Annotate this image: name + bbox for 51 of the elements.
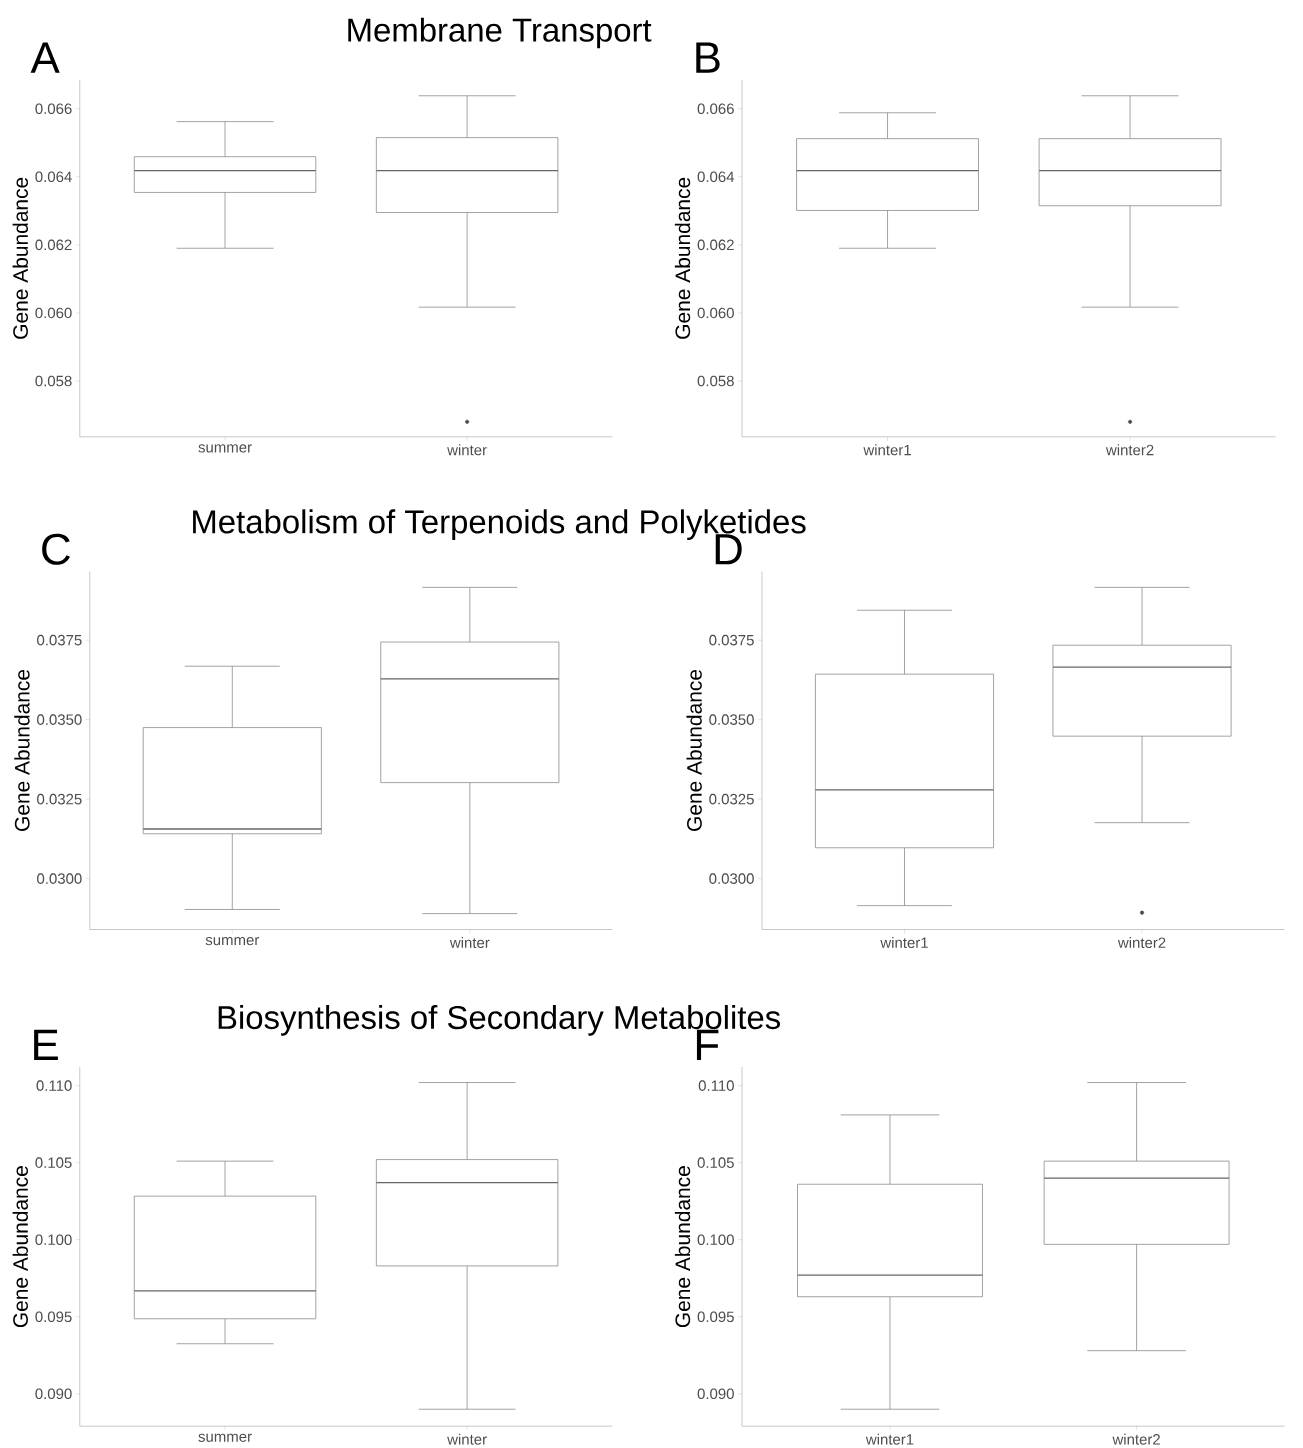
y-tick-label: 0.064	[35, 171, 73, 183]
x-tick-label: winter	[447, 444, 488, 456]
y-tick-label: 0.0325	[709, 793, 755, 805]
chart-title: Membrane Transport	[348, 17, 652, 49]
y-tick-label: 0.060	[35, 307, 72, 319]
y-tick-label: 0.100	[35, 1234, 72, 1246]
y-axis-title: Gene Abundance	[675, 1166, 691, 1328]
y-tick-label: 0.105	[35, 1157, 72, 1168]
y-tick-label: 0.0300	[37, 873, 82, 884]
x-tick-label: summer	[205, 937, 260, 946]
y-tick-label: 0.066	[697, 103, 735, 114]
x-tick-label: winter1	[880, 937, 929, 948]
y-tick-label: 0.095	[35, 1311, 72, 1323]
y-axis-title: Gene Abundance	[675, 177, 691, 339]
x-tick-label: winter2	[1118, 937, 1166, 948]
text: B	[696, 42, 720, 73]
x-tick-label: summer	[198, 1433, 253, 1442]
y-tick-label: 0.064	[697, 171, 735, 183]
y-tick-label: 0.105	[697, 1157, 735, 1168]
y-tick-label: 0.0300	[709, 873, 755, 884]
x-tick-label: winter	[447, 1433, 488, 1445]
y-tick-label: 0.062	[697, 239, 734, 251]
x-tick-label: winter1	[866, 1433, 914, 1445]
y-tick-label: 0.0350	[37, 714, 82, 725]
y-tick-label: 0.090	[697, 1388, 735, 1400]
y-tick-label: 0.100	[697, 1234, 735, 1246]
x-tick-label: summer	[198, 444, 253, 453]
y-tick-label: 0.110	[36, 1080, 72, 1091]
x-tick-label: winter	[450, 937, 490, 948]
y-tick-label: 0.062	[35, 239, 72, 251]
x-tick-label: winter2	[1106, 444, 1154, 456]
y-tick-label: 0.060	[697, 307, 735, 319]
x-tick-label: winter2	[1112, 1433, 1161, 1445]
y-axis-title: Gene Abundance	[12, 1166, 29, 1328]
y-tick-label: 0.066	[35, 103, 72, 114]
y-tick-label: 0.0375	[37, 634, 82, 646]
y-axis-title: Gene Abundance	[12, 177, 29, 339]
y-tick-label: 0.0375	[709, 634, 755, 646]
y-tick-label: 0.058	[35, 375, 72, 387]
text: C	[42, 533, 71, 565]
text: A	[30, 42, 60, 73]
y-tick-label: 0.095	[697, 1311, 735, 1323]
text: E	[34, 1029, 59, 1060]
y-tick-label: 0.110	[699, 1080, 735, 1091]
x-tick-label: winter1	[863, 444, 912, 456]
y-axis-title: Gene Abundance	[14, 669, 30, 831]
y-tick-label: 0.058	[697, 375, 735, 387]
y-tick-label: 0.090	[35, 1388, 72, 1400]
y-tick-label: 0.0350	[709, 714, 755, 725]
y-tick-label: 0.0325	[37, 793, 82, 805]
y-axis-title: Gene Abundance	[686, 669, 703, 831]
